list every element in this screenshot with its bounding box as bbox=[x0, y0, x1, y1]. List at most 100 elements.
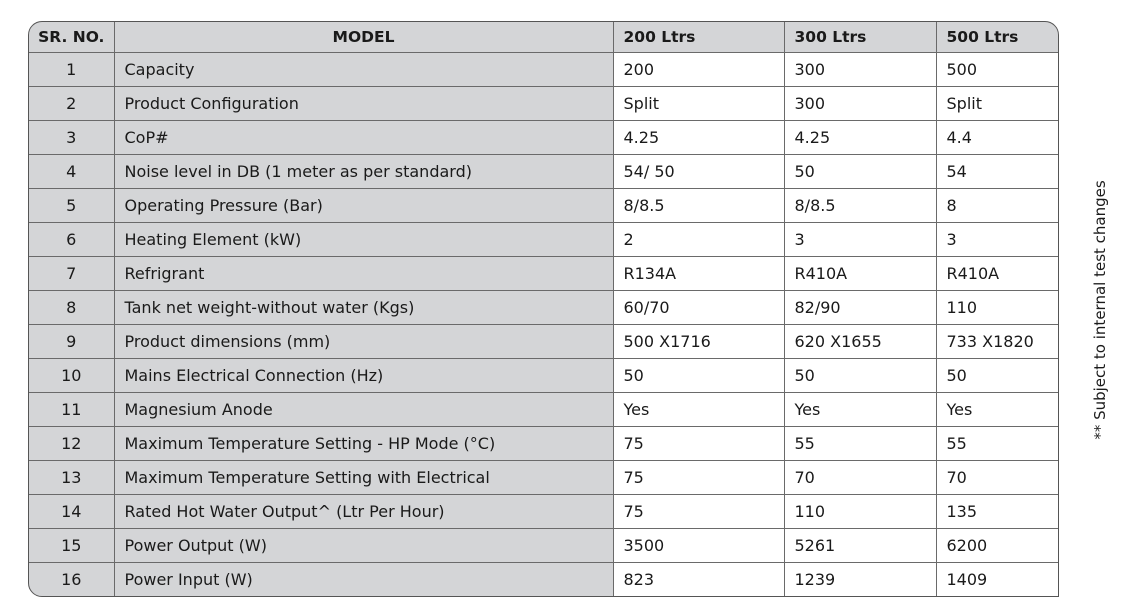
model-cell: Product Configuration bbox=[113, 86, 614, 121]
value-300-cell: 70 bbox=[783, 460, 937, 495]
value-200-cell: Yes bbox=[612, 392, 785, 427]
value-300-cell: 3 bbox=[783, 222, 937, 257]
table-row: 2 Product Configuration Split 300 Split bbox=[29, 86, 1058, 121]
table-row: 14 Rated Hot Water Output^ (Ltr Per Hour)… bbox=[29, 494, 1058, 529]
value-200-cell: 500 X1716 bbox=[612, 324, 785, 359]
value-500-cell: 500 bbox=[935, 52, 1058, 87]
spec-table: SR. NO. MODEL 200 Ltrs 300 Ltrs 500 Ltrs… bbox=[28, 21, 1059, 597]
table-row: 12 Maximum Temperature Setting - HP Mode … bbox=[29, 426, 1058, 461]
table-row: 5 Operating Pressure (Bar) 8/8.5 8/8.5 8 bbox=[29, 188, 1058, 223]
sr-no-cell: 4 bbox=[29, 154, 115, 189]
sr-no-cell: 5 bbox=[29, 188, 115, 223]
model-cell: Maximum Temperature Setting - HP Mode (°… bbox=[113, 426, 614, 461]
value-300-cell: 55 bbox=[783, 426, 937, 461]
sr-no-cell: 11 bbox=[29, 392, 115, 427]
model-cell: Heating Element (kW) bbox=[113, 222, 614, 257]
value-200-cell: 60/70 bbox=[612, 290, 785, 325]
value-500-cell: 55 bbox=[935, 426, 1058, 461]
value-500-cell: 733 X1820 bbox=[935, 324, 1058, 359]
table-row: 3 CoP# 4.25 4.25 4.4 bbox=[29, 120, 1058, 155]
table-row: 8 Tank net weight-without water (Kgs) 60/7… bbox=[29, 290, 1058, 325]
model-cell: Power Output (W) bbox=[113, 528, 614, 563]
value-200-cell: 75 bbox=[612, 426, 785, 461]
value-200-cell: 3500 bbox=[612, 528, 785, 563]
sr-no-cell: 15 bbox=[29, 528, 115, 563]
header-200: 200 Ltrs bbox=[612, 22, 785, 53]
model-cell: Mains Electrical Connection (Hz) bbox=[113, 358, 614, 393]
value-200-cell: 54/ 50 bbox=[612, 154, 785, 189]
model-cell: Product dimensions (mm) bbox=[113, 324, 614, 359]
value-500-cell: 6200 bbox=[935, 528, 1058, 563]
value-500-cell: 70 bbox=[935, 460, 1058, 495]
sr-no-cell: 10 bbox=[29, 358, 115, 393]
sr-no-cell: 12 bbox=[29, 426, 115, 461]
value-500-cell: R410A bbox=[935, 256, 1058, 291]
value-200-cell: 50 bbox=[612, 358, 785, 393]
model-cell: Power Input (W) bbox=[113, 562, 614, 596]
value-200-cell: 75 bbox=[612, 460, 785, 495]
value-200-cell: 4.25 bbox=[612, 120, 785, 155]
value-500-cell: 1409 bbox=[935, 562, 1058, 596]
value-300-cell: 4.25 bbox=[783, 120, 937, 155]
table-row: 6 Heating Element (kW) 2 3 3 bbox=[29, 222, 1058, 257]
value-300-cell: 300 bbox=[783, 86, 937, 121]
table-row: 4 Noise level in DB (1 meter as per stand… bbox=[29, 154, 1058, 189]
value-300-cell: 50 bbox=[783, 358, 937, 393]
value-500-cell: 54 bbox=[935, 154, 1058, 189]
value-300-cell: 8/8.5 bbox=[783, 188, 937, 223]
sr-no-cell: 3 bbox=[29, 120, 115, 155]
model-cell: Tank net weight-without water (Kgs) bbox=[113, 290, 614, 325]
value-200-cell: 75 bbox=[612, 494, 785, 529]
value-500-cell: 3 bbox=[935, 222, 1058, 257]
model-cell: Rated Hot Water Output^ (Ltr Per Hour) bbox=[113, 494, 614, 529]
table-row: 15 Power Output (W) 3500 5261 6200 bbox=[29, 528, 1058, 563]
value-200-cell: R134A bbox=[612, 256, 785, 291]
sr-no-cell: 8 bbox=[29, 290, 115, 325]
table-row: 1 Capacity 200 300 500 bbox=[29, 52, 1058, 87]
table-row: 10 Mains Electrical Connection (Hz) 50 50 50 bbox=[29, 358, 1058, 393]
value-200-cell: 8/8.5 bbox=[612, 188, 785, 223]
value-500-cell: 135 bbox=[935, 494, 1058, 529]
header-sr-no: SR. NO. bbox=[29, 22, 115, 53]
value-300-cell: 300 bbox=[783, 52, 937, 87]
value-200-cell: 2 bbox=[612, 222, 785, 257]
value-300-cell: 110 bbox=[783, 494, 937, 529]
value-500-cell: Yes bbox=[935, 392, 1058, 427]
sr-no-cell: 1 bbox=[29, 52, 115, 87]
table-row: 13 Maximum Temperature Setting with Elect… bbox=[29, 460, 1058, 495]
model-cell: Refrigrant bbox=[113, 256, 614, 291]
model-cell: Operating Pressure (Bar) bbox=[113, 188, 614, 223]
sr-no-cell: 13 bbox=[29, 460, 115, 495]
value-200-cell: Split bbox=[612, 86, 785, 121]
table-header-row: SR. NO. MODEL 200 Ltrs 300 Ltrs 500 Ltrs bbox=[29, 22, 1058, 53]
value-200-cell: 823 bbox=[612, 562, 785, 596]
model-cell: Capacity bbox=[113, 52, 614, 87]
value-300-cell: 50 bbox=[783, 154, 937, 189]
sr-no-cell: 2 bbox=[29, 86, 115, 121]
value-500-cell: Split bbox=[935, 86, 1058, 121]
value-300-cell: 1239 bbox=[783, 562, 937, 596]
value-300-cell: 5261 bbox=[783, 528, 937, 563]
value-300-cell: R410A bbox=[783, 256, 937, 291]
sr-no-cell: 9 bbox=[29, 324, 115, 359]
value-500-cell: 4.4 bbox=[935, 120, 1058, 155]
table-row: 7 Refrigrant R134A R410A R410A bbox=[29, 256, 1058, 291]
sr-no-cell: 7 bbox=[29, 256, 115, 291]
model-cell: Noise level in DB (1 meter as per standa… bbox=[113, 154, 614, 189]
sr-no-cell: 16 bbox=[29, 562, 115, 596]
value-500-cell: 8 bbox=[935, 188, 1058, 223]
model-cell: Maximum Temperature Setting with Electri… bbox=[113, 460, 614, 495]
value-200-cell: 200 bbox=[612, 52, 785, 87]
sr-no-cell: 14 bbox=[29, 494, 115, 529]
value-300-cell: 620 X1655 bbox=[783, 324, 937, 359]
side-note: ** Subject to internal test changes bbox=[1091, 180, 1109, 440]
value-500-cell: 110 bbox=[935, 290, 1058, 325]
header-300: 300 Ltrs bbox=[783, 22, 937, 53]
header-500: 500 Ltrs bbox=[935, 22, 1058, 53]
table-row: 16 Power Input (W) 823 1239 1409 bbox=[29, 562, 1058, 596]
sr-no-cell: 6 bbox=[29, 222, 115, 257]
value-500-cell: 50 bbox=[935, 358, 1058, 393]
value-300-cell: Yes bbox=[783, 392, 937, 427]
model-cell: CoP# bbox=[113, 120, 614, 155]
table-row: 9 Product dimensions (mm) 500 X1716 620 X16… bbox=[29, 324, 1058, 359]
